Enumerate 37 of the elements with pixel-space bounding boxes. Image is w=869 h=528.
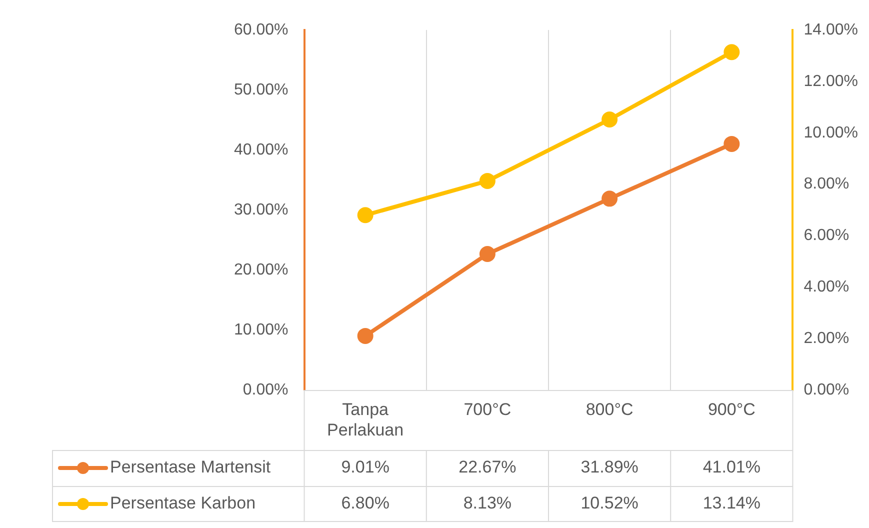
point (357, 207, 374, 224)
data-label: 10.52% (580, 494, 638, 513)
data-label: 9.01% (341, 458, 390, 477)
data-label: 41.01% (702, 458, 761, 477)
data-label: 13.14% (702, 494, 761, 513)
y2-tick-label: 0.00% (804, 381, 850, 398)
y-tick-label: 20.00% (234, 261, 288, 278)
y-tick-label: 40.00% (234, 141, 288, 158)
y2-tick-label: 2.00% (804, 330, 850, 347)
point (724, 44, 740, 60)
y2-tick-label: 8.00% (804, 176, 850, 193)
x-tick-label: 700°C (464, 400, 512, 419)
point (602, 111, 618, 128)
legend-label: Persentase Martensit (110, 458, 271, 477)
x-tick-label: 800°C (586, 400, 634, 419)
point (479, 172, 496, 189)
data-label: 8.13% (463, 494, 512, 513)
y2-tick-label: 14.00% (804, 21, 858, 38)
point (602, 190, 618, 207)
point (357, 328, 374, 344)
y-tick-label: 30.00% (234, 201, 288, 218)
data-label: 6.80% (341, 494, 390, 513)
point (724, 136, 740, 152)
y2-tick-label: 10.00% (804, 124, 858, 142)
y-tick-label: 0.00% (242, 381, 288, 398)
y-tick-label: 50.00% (234, 81, 288, 98)
y2-tick-label: 6.00% (804, 227, 850, 244)
x-tick-label: Tanpa Perlakuan (327, 400, 404, 440)
x-tick-label: 900°C (708, 400, 756, 419)
y-tick-label: 10.00% (234, 321, 288, 338)
y2-tick-label: 4.00% (804, 278, 850, 296)
y2-tick-label: 12.00% (804, 72, 858, 90)
legend-label: Persentase Karbon (110, 494, 256, 513)
data-label: 31.89% (580, 458, 638, 477)
y-tick-label: 60.00% (234, 21, 288, 38)
point (479, 246, 496, 262)
data-label: 22.67% (458, 458, 516, 477)
